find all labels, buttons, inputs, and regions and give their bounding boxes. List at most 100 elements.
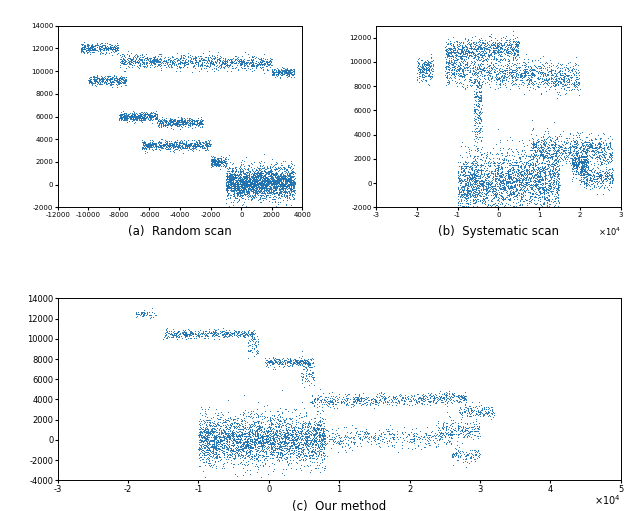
Point bbox=[481, 148, 492, 156]
Point bbox=[446, 54, 456, 62]
Point bbox=[506, 47, 516, 55]
Point bbox=[230, 182, 240, 190]
Point bbox=[198, 433, 209, 441]
Point bbox=[236, 176, 246, 184]
Point bbox=[280, 421, 291, 429]
Point bbox=[456, 178, 466, 186]
Point bbox=[539, 189, 549, 197]
Point bbox=[530, 142, 540, 150]
Point bbox=[141, 59, 151, 67]
Point bbox=[491, 71, 501, 79]
Point bbox=[433, 440, 443, 448]
Point bbox=[244, 346, 255, 355]
Point bbox=[141, 63, 151, 71]
Point bbox=[489, 62, 499, 70]
Point bbox=[536, 149, 546, 157]
Point bbox=[521, 181, 531, 190]
Point bbox=[242, 436, 252, 445]
Point bbox=[296, 413, 307, 422]
Point bbox=[494, 65, 504, 73]
Point bbox=[476, 65, 486, 73]
Point bbox=[242, 179, 252, 187]
Point bbox=[572, 154, 582, 162]
Point bbox=[606, 157, 616, 166]
Point bbox=[214, 157, 224, 165]
Point bbox=[509, 183, 519, 191]
Point bbox=[495, 173, 506, 181]
Point bbox=[247, 180, 257, 189]
Point bbox=[266, 429, 276, 437]
Point bbox=[125, 57, 135, 65]
Point bbox=[295, 357, 305, 365]
Point bbox=[154, 138, 164, 146]
Point bbox=[472, 404, 482, 412]
Point bbox=[276, 63, 287, 71]
Point bbox=[200, 432, 211, 440]
Point bbox=[260, 183, 270, 192]
Point bbox=[230, 181, 240, 190]
Point bbox=[227, 329, 237, 337]
Point bbox=[281, 422, 291, 430]
Point bbox=[495, 192, 506, 200]
Point bbox=[307, 371, 317, 379]
Point bbox=[369, 404, 380, 412]
Point bbox=[300, 454, 310, 462]
Point bbox=[278, 171, 288, 179]
Point bbox=[157, 113, 167, 122]
Point bbox=[114, 111, 124, 120]
Point bbox=[241, 182, 252, 190]
Point bbox=[543, 195, 554, 203]
Point bbox=[550, 152, 560, 160]
Point bbox=[399, 400, 409, 408]
Point bbox=[246, 177, 256, 185]
Point bbox=[511, 69, 522, 77]
Point bbox=[526, 203, 536, 211]
Point bbox=[476, 155, 486, 163]
Point bbox=[520, 166, 531, 174]
Point bbox=[246, 341, 257, 350]
Point bbox=[261, 450, 271, 458]
Point bbox=[273, 163, 284, 171]
Point bbox=[278, 421, 289, 429]
Point bbox=[298, 456, 308, 464]
Point bbox=[121, 57, 131, 65]
Point bbox=[579, 180, 589, 188]
Point bbox=[257, 169, 267, 177]
Point bbox=[473, 113, 483, 122]
Point bbox=[229, 174, 239, 182]
Point bbox=[196, 434, 207, 442]
Point bbox=[554, 68, 564, 76]
Point bbox=[248, 183, 258, 191]
Point bbox=[159, 115, 169, 123]
Point bbox=[277, 450, 287, 458]
Point bbox=[271, 176, 282, 184]
Point bbox=[161, 142, 171, 150]
Point bbox=[497, 75, 508, 83]
Point bbox=[539, 194, 549, 202]
Point bbox=[298, 421, 308, 429]
Point bbox=[472, 191, 483, 199]
Point bbox=[506, 172, 516, 180]
Point bbox=[300, 428, 310, 436]
Point bbox=[272, 431, 282, 439]
Point bbox=[261, 191, 271, 199]
Point bbox=[331, 432, 341, 440]
Point bbox=[290, 432, 300, 440]
Point bbox=[541, 86, 551, 95]
Point bbox=[556, 79, 566, 87]
Point bbox=[423, 389, 433, 397]
Point bbox=[589, 144, 600, 152]
Point bbox=[232, 61, 242, 69]
Point bbox=[91, 77, 101, 85]
Point bbox=[607, 151, 618, 159]
Point bbox=[511, 64, 521, 73]
Point bbox=[276, 66, 286, 74]
Point bbox=[111, 42, 122, 51]
Point bbox=[470, 58, 480, 66]
Point bbox=[292, 452, 303, 460]
Point bbox=[586, 143, 596, 151]
Point bbox=[452, 390, 463, 399]
Point bbox=[150, 114, 160, 122]
Point bbox=[154, 145, 164, 153]
Point bbox=[515, 71, 525, 79]
